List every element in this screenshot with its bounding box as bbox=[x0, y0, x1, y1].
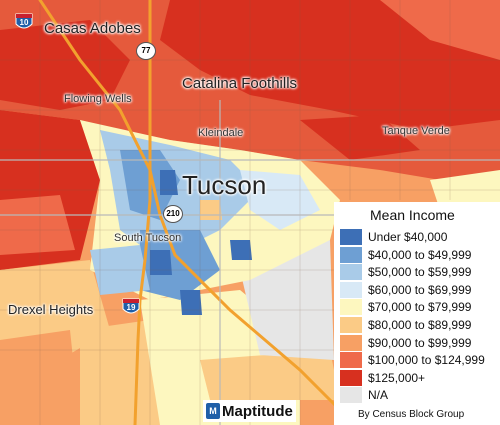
legend-swatch bbox=[340, 387, 362, 404]
legend-label: $40,000 to $49,999 bbox=[368, 247, 472, 262]
legend-item: $125,000+ bbox=[340, 369, 425, 387]
place-tanque-verde: Tanque Verde bbox=[382, 125, 450, 137]
route-77-shield: 77 bbox=[136, 42, 156, 60]
legend-swatch bbox=[340, 369, 362, 386]
legend-label: Under $40,000 bbox=[368, 230, 448, 244]
legend-item: $80,000 to $89,999 bbox=[340, 316, 471, 334]
maptitude-logo-icon: M bbox=[206, 403, 220, 419]
place-catalina-foothills: Catalina Foothills bbox=[182, 75, 298, 92]
interstate-10-shield: 10 bbox=[14, 12, 34, 32]
legend-swatch bbox=[340, 246, 362, 263]
legend-footnote: By Census Block Group bbox=[358, 409, 465, 420]
legend-item: Under $40,000 bbox=[340, 228, 447, 246]
legend-label: $125,000+ bbox=[368, 370, 426, 385]
place-drexel-heights: Drexel Heights bbox=[8, 302, 94, 317]
legend-item: $60,000 to $69,999 bbox=[340, 281, 471, 299]
legend-item: N/A bbox=[340, 386, 388, 404]
place-kleindale: Kleindale bbox=[198, 127, 244, 139]
legend-swatch bbox=[340, 281, 362, 298]
legend-swatch bbox=[340, 229, 362, 245]
legend-item: $40,000 to $49,999 bbox=[340, 246, 471, 264]
legend-label: $50,000 to $59,999 bbox=[368, 265, 472, 280]
interstate-19-number: 19 bbox=[126, 303, 136, 312]
legend-label: N/A bbox=[368, 388, 389, 403]
legend-label: $70,000 to $79,999 bbox=[368, 300, 472, 315]
legend-swatch bbox=[340, 352, 362, 369]
legend-item: $100,000 to $124,999 bbox=[340, 351, 485, 369]
interstate-19-shield: 19 bbox=[121, 297, 141, 317]
maptitude-brand: Maptitude bbox=[222, 402, 293, 420]
place-flowing-wells: Flowing Wells bbox=[64, 93, 132, 105]
legend-item: $70,000 to $79,999 bbox=[340, 298, 471, 316]
legend-label: $100,000 to $124,999 bbox=[368, 353, 485, 368]
place-south-tucson: South Tucson bbox=[114, 232, 182, 244]
place-tucson: Tucson bbox=[182, 170, 267, 200]
legend-swatch bbox=[340, 317, 362, 333]
map-legend: Mean Income Under $40,000 $40,000 to $49,… bbox=[334, 202, 500, 425]
interstate-10-number: 10 bbox=[19, 18, 29, 27]
legend-swatch bbox=[340, 334, 362, 351]
maptitude-logo: M Maptitude bbox=[203, 400, 296, 422]
legend-item: $90,000 to $99,999 bbox=[340, 334, 471, 352]
legend-item: $50,000 to $59,999 bbox=[340, 263, 471, 281]
legend-title: Mean Income bbox=[370, 207, 455, 223]
legend-swatch bbox=[340, 264, 362, 281]
legend-label: $80,000 to $89,999 bbox=[368, 318, 472, 332]
route-210-shield: 210 bbox=[163, 205, 183, 223]
legend-label: $90,000 to $99,999 bbox=[368, 335, 472, 350]
place-casas-adobes: Casas Adobes bbox=[44, 20, 141, 37]
legend-swatch bbox=[340, 299, 362, 316]
legend-label: $60,000 to $69,999 bbox=[368, 282, 472, 297]
